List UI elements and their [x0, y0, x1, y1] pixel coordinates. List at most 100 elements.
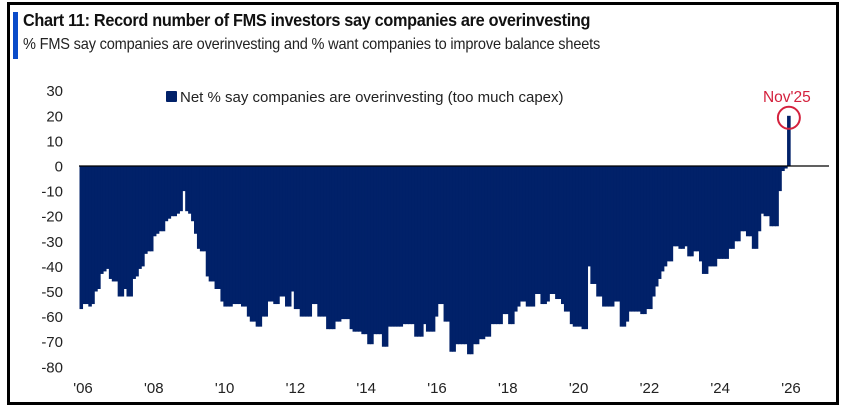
bar — [182, 166, 186, 192]
bar — [117, 166, 122, 297]
bar — [654, 166, 659, 287]
bar — [646, 166, 650, 310]
bar — [199, 166, 204, 252]
bar — [173, 166, 177, 217]
bar — [508, 166, 512, 325]
bar — [502, 166, 506, 315]
bar — [170, 166, 175, 217]
bar — [390, 166, 395, 327]
bar — [607, 166, 612, 307]
bar — [308, 166, 313, 317]
bar — [352, 166, 357, 332]
bar — [425, 166, 430, 332]
bar — [707, 166, 712, 267]
bar — [393, 166, 398, 327]
x-tick-label: '10 — [215, 380, 235, 397]
bar — [472, 166, 477, 345]
bar — [587, 166, 591, 267]
bar — [252, 166, 257, 322]
bar — [737, 166, 741, 242]
bar — [555, 166, 559, 300]
y-tick-label: 20 — [46, 108, 63, 125]
bar — [108, 166, 113, 279]
x-axis: '06 '08 '10 '12 '14 '16 '18 '20 '22 '24 '26 — [73, 380, 801, 397]
bar — [628, 166, 633, 312]
bar — [264, 166, 268, 317]
bar — [540, 166, 544, 305]
bar — [546, 166, 550, 302]
bar — [757, 166, 762, 232]
bar — [719, 166, 724, 259]
bar — [496, 166, 500, 325]
bar — [349, 166, 354, 330]
y-tick-label: 0 — [55, 159, 63, 176]
bar — [223, 166, 227, 307]
y-axis: 30 20 10 0 -10 -20 -30 -40 -50 -60 -70 -80 — [41, 83, 63, 376]
bar — [461, 166, 465, 345]
bar — [164, 166, 169, 222]
bar — [282, 166, 286, 297]
bar — [240, 166, 245, 307]
bar — [147, 166, 151, 252]
bar — [537, 166, 542, 295]
bar — [455, 166, 459, 345]
bar — [602, 166, 606, 307]
bar — [590, 166, 594, 284]
bar — [129, 166, 133, 297]
bar — [446, 166, 451, 322]
x-tick-label: '16 — [427, 380, 447, 397]
bar — [631, 166, 635, 312]
bar — [440, 166, 445, 305]
bar — [563, 166, 568, 312]
bar — [396, 166, 401, 327]
bar — [663, 166, 668, 267]
x-tick-label: '18 — [498, 380, 518, 397]
bar — [226, 166, 230, 307]
bar — [672, 166, 677, 247]
legend: Net % say companies are overinvesting (t… — [166, 89, 564, 106]
bar — [449, 166, 453, 352]
bar — [437, 166, 442, 305]
bar — [678, 166, 682, 249]
x-tick-label: '14 — [356, 380, 376, 397]
bar — [141, 166, 145, 267]
bar — [132, 166, 136, 279]
bar — [751, 166, 756, 249]
bar — [713, 166, 718, 267]
x-tick-label: '26 — [781, 380, 801, 397]
legend-label: Net % say companies are overinvesting (t… — [180, 89, 564, 106]
bar-series — [79, 115, 791, 355]
bar — [581, 166, 586, 330]
bar — [329, 166, 333, 330]
bar — [660, 166, 665, 272]
bar — [220, 166, 224, 302]
bar — [302, 166, 307, 317]
bar — [82, 166, 86, 305]
bar — [690, 166, 694, 257]
bar — [464, 166, 468, 345]
bar — [235, 166, 239, 305]
bar — [384, 166, 389, 347]
bar — [734, 166, 738, 242]
bar — [314, 166, 318, 305]
bar — [558, 166, 562, 300]
bar — [619, 166, 624, 327]
bar — [373, 166, 377, 335]
annotation-label: Nov'25 — [763, 89, 811, 106]
bar — [499, 166, 503, 325]
bar — [346, 166, 351, 320]
bar — [778, 166, 782, 192]
bar — [340, 166, 345, 320]
bar — [176, 166, 180, 214]
bar — [781, 166, 785, 172]
bar — [85, 166, 89, 305]
bar — [666, 166, 671, 262]
bar — [243, 166, 248, 307]
y-tick-label: 30 — [46, 83, 63, 100]
bar — [652, 166, 656, 297]
bar — [299, 166, 304, 317]
bar — [481, 166, 486, 340]
bar — [135, 166, 139, 277]
bar — [596, 166, 600, 297]
